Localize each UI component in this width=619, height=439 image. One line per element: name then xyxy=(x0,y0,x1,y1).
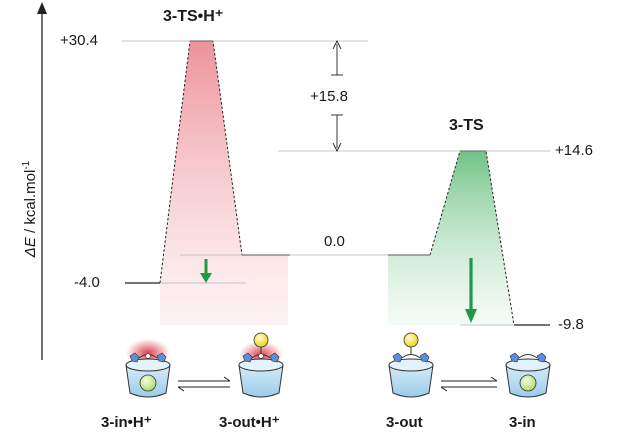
equilibrium-arrow-neutral xyxy=(440,376,498,392)
title-protonated-ts: 3-TS•H⁺ xyxy=(163,8,224,25)
energy-in-neutral: -9.8 xyxy=(558,316,584,333)
protonated-profile-fill xyxy=(160,41,288,325)
energy-barrier-difference: +15.8 xyxy=(310,88,348,105)
energy-ts-neutral: +14.6 xyxy=(555,142,593,159)
title-neutral-ts: 3-TS xyxy=(449,117,484,134)
green-arrowhead-neutral xyxy=(465,309,477,323)
neutral-profile-line xyxy=(429,150,515,326)
molecule-out xyxy=(388,332,434,398)
energy-in-protonated: -4.0 xyxy=(74,274,100,291)
neutral-profile-fill xyxy=(388,151,514,325)
molecule-in xyxy=(505,352,551,398)
protonated-profile-line xyxy=(159,40,243,284)
state-out-protonated: 3-out•H⁺ xyxy=(219,414,280,431)
state-out: 3-out xyxy=(386,414,423,431)
green-arrowhead-protonated xyxy=(200,273,212,283)
equilibrium-arrow-protonated xyxy=(177,376,231,392)
y-axis-label: ΔE / kcal.mol-1 xyxy=(21,160,39,258)
state-in: 3-in xyxy=(509,414,536,431)
state-in-protonated: 3-in•H⁺ xyxy=(101,414,152,431)
energy-ts-protonated: +30.4 xyxy=(60,32,98,49)
y-axis-arrowhead xyxy=(37,2,47,14)
molecule-in-protonated xyxy=(125,339,171,398)
energy-zero: 0.0 xyxy=(324,233,345,250)
molecule-out-protonated xyxy=(238,332,284,398)
barrier-difference-arrow xyxy=(331,39,343,153)
